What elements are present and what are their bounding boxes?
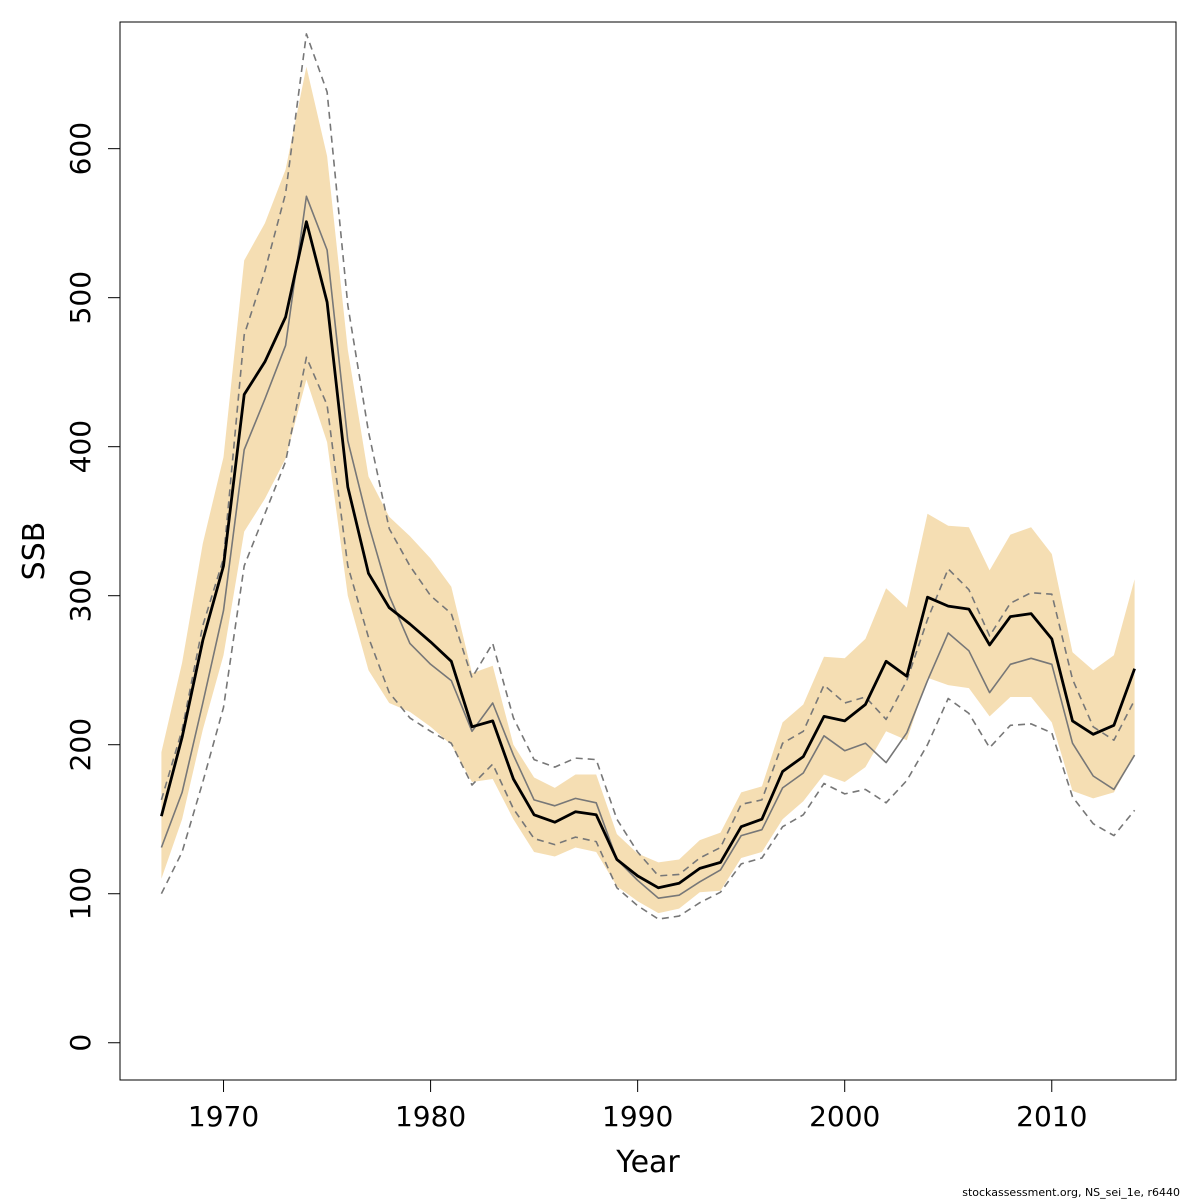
y-tick-label: 500: [64, 271, 97, 324]
x-tick-label: 2010: [1016, 1100, 1087, 1133]
x-tick-label: 1970: [188, 1100, 259, 1133]
y-tick-label: 200: [64, 718, 97, 771]
series-ssb-estimate: [160, 220, 1136, 890]
footer-credit: stockassessment.org, NS_sei_1e, r6440: [962, 1186, 1180, 1199]
plot-area: [160, 33, 1136, 920]
y-axis-title: SSB: [17, 522, 52, 581]
series-dashed-upper: [160, 33, 1136, 877]
confidence-band: [161, 66, 1135, 914]
y-tick-label: 300: [64, 569, 97, 622]
x-tick-label: 1990: [602, 1100, 673, 1133]
y-tick-label: 100: [64, 867, 97, 920]
x-axis-title: Year: [615, 1145, 680, 1180]
y-axis: 0 100 200 300 400 500 600: [64, 122, 121, 1052]
x-axis: 1970 1980 1990 2000 2010: [188, 1079, 1087, 1133]
x-tick-label: 1980: [395, 1100, 466, 1133]
y-tick-label: 600: [64, 122, 97, 175]
y-tick-label: 400: [64, 420, 97, 473]
series-dashed-lower: [160, 356, 1136, 920]
x-tick-label: 2000: [809, 1100, 880, 1133]
series-alternative: [160, 195, 1136, 900]
y-tick-label: 0: [64, 1034, 97, 1052]
